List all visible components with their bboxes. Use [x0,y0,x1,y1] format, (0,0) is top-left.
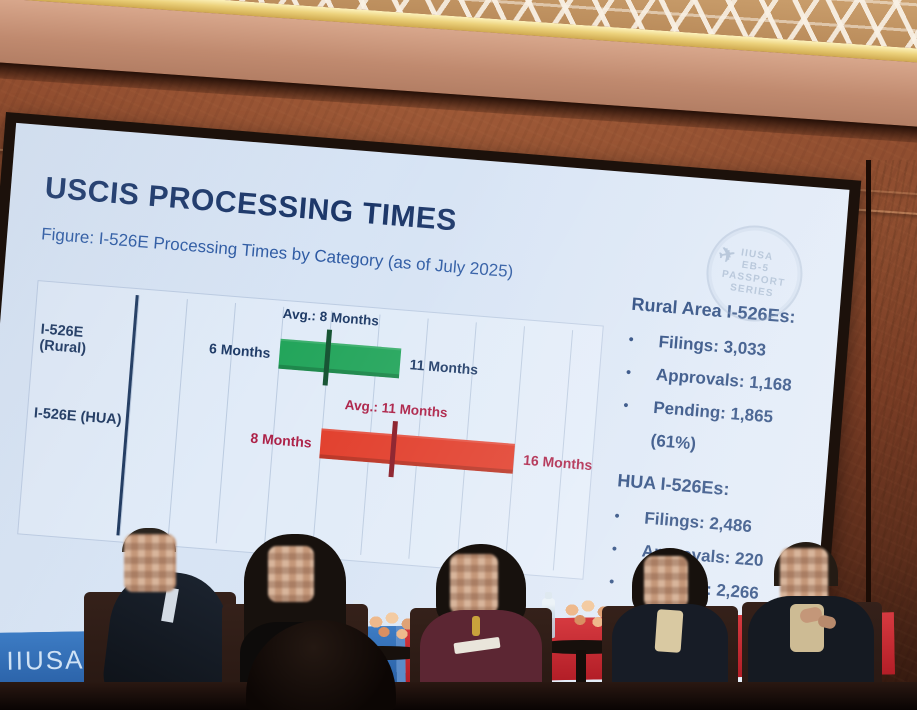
max-label: 16 Months [522,451,593,474]
rural-stats-list: • Filings: 3,033 • Approvals: 1,168 • Pe… [620,323,812,469]
blurred-face [268,546,314,602]
max-label: 11 Months [409,356,479,378]
bullet-dot: • [628,330,635,348]
table-leg [576,650,586,696]
paper-plane-icon: ✈ [717,243,739,268]
hua-range-bar [319,428,515,474]
avg-label: Avg.: 8 Months [282,305,380,329]
category-label-rural: I-526E (Rural) [38,321,87,358]
avg-label: Avg.: 11 Months [344,397,449,421]
chart-row-hua: 8 Months Avg.: 11 Months 16 Months [126,397,593,496]
category-label-hua: I-526E (HUA) [33,405,123,429]
min-label: 6 Months [208,340,272,361]
necklace [472,616,480,636]
rural-range-bar [278,338,402,379]
blurred-face [450,554,498,614]
blurred-face [124,534,176,592]
blurred-face [644,556,688,608]
stage-floor [0,682,917,710]
stats-item: • Pending: 1,865 (61%) [620,389,807,469]
blouse [654,609,684,653]
bullet-dot: • [613,507,621,524]
min-label: 8 Months [249,429,313,451]
bullet-dot: • [625,363,632,380]
chart-row-rural: 6 Months Avg.: 8 Months 11 Months [132,306,594,410]
stats-item-text: Pending: 1,865 (61%) [649,397,774,454]
panelist-4 [602,548,738,710]
